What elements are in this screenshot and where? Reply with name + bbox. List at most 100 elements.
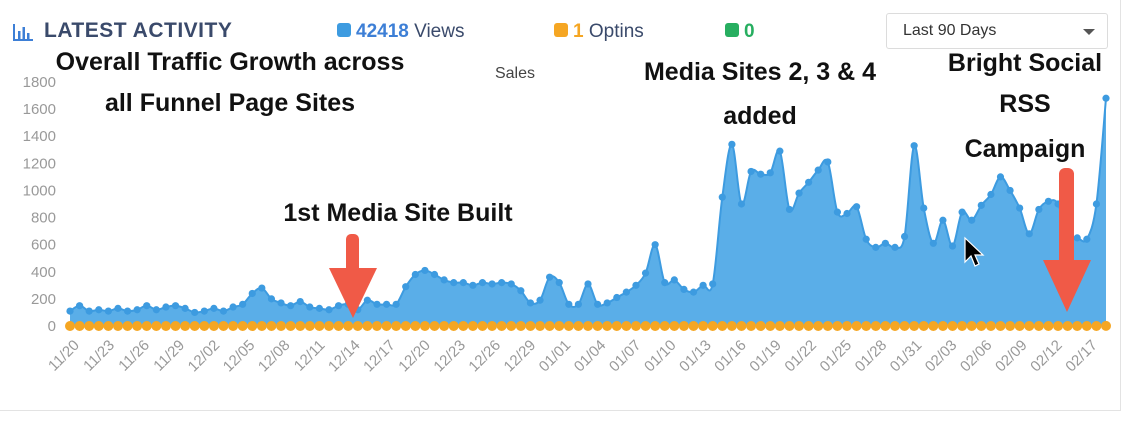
views-point	[680, 285, 688, 293]
optins-point	[544, 321, 555, 331]
views-point	[747, 167, 755, 176]
x-tick-label: 01/28	[852, 337, 891, 376]
views-point	[219, 307, 228, 315]
views-point	[373, 300, 381, 308]
x-tick-label: 01/16	[711, 337, 750, 376]
optins-point	[1024, 321, 1035, 331]
optins-point	[467, 321, 478, 331]
views-point	[622, 288, 630, 296]
views-point	[440, 276, 448, 284]
optins-point	[515, 321, 526, 331]
annotation-bright-line3: Campaign	[965, 135, 1086, 163]
views-point	[1073, 234, 1081, 242]
chevron-down-icon	[1083, 29, 1095, 35]
optins-point	[957, 321, 968, 331]
views-point	[152, 306, 160, 314]
views-point	[709, 280, 717, 288]
x-tick-label: 11/20	[45, 337, 83, 375]
views-point	[872, 243, 880, 251]
card-title: LATEST ACTIVITY	[44, 19, 233, 42]
optins-point	[1043, 321, 1054, 331]
x-tick-label: 12/14	[325, 337, 364, 376]
x-tick-label: 11/26	[115, 337, 153, 375]
optins-point	[554, 321, 565, 331]
optins-point	[832, 321, 843, 331]
optins-dot-icon	[554, 23, 568, 37]
optins-point	[1081, 321, 1092, 331]
views-point	[574, 300, 583, 308]
optins-point	[842, 321, 852, 331]
x-tick-label: 01/13	[676, 337, 715, 376]
optins-point	[630, 321, 641, 331]
views-point	[1006, 186, 1014, 195]
annotation-overall-line2: all Funnel Page Sites	[105, 89, 355, 117]
optins-point	[746, 321, 757, 331]
x-tick-label: 12/05	[220, 337, 259, 376]
optins-point	[611, 321, 622, 331]
views-point	[507, 280, 515, 288]
views-point	[785, 205, 794, 214]
optins-point	[295, 321, 306, 331]
third-dot-icon	[725, 23, 739, 37]
optins-point	[381, 321, 392, 331]
views-point	[66, 307, 74, 315]
x-tick-label: 01/10	[641, 337, 680, 376]
views-point	[881, 239, 889, 247]
optins-point	[189, 321, 200, 331]
optins-point	[93, 321, 104, 331]
views-point	[162, 303, 170, 311]
views-point	[382, 300, 391, 308]
optins-point	[966, 321, 977, 331]
views-point	[411, 270, 419, 279]
optins-point	[659, 321, 670, 331]
views-point	[229, 303, 237, 311]
y-tick-label: 400	[31, 264, 56, 281]
optins-point	[448, 321, 459, 331]
views-point	[776, 147, 784, 155]
views-point	[718, 193, 726, 201]
optins-point	[736, 321, 747, 331]
card-header: LATEST ACTIVITY 42418 Views 1 Optins 0 L…	[0, 0, 1120, 58]
x-tick-label: 01/25	[817, 337, 856, 376]
optins-point	[343, 321, 354, 331]
y-tick-label: 1600	[23, 101, 56, 118]
views-point	[670, 276, 678, 284]
annotation-media-line2: added	[723, 102, 797, 130]
views-dot-icon	[337, 23, 351, 37]
x-tick-label: 12/23	[430, 337, 469, 376]
optins-point	[65, 321, 75, 331]
views-point	[239, 300, 247, 308]
views-point	[104, 307, 112, 315]
optins-point	[103, 321, 114, 331]
views-point	[75, 302, 84, 310]
views-point	[689, 288, 698, 296]
optins-point	[160, 321, 171, 331]
optins-point	[1053, 321, 1064, 331]
views-point	[843, 209, 851, 218]
y-tick-label: 1800	[23, 74, 56, 91]
x-tick-label: 12/26	[465, 337, 504, 376]
optins-point	[851, 321, 862, 331]
annotation-bright-line2: RSS	[999, 90, 1050, 118]
views-point	[1016, 204, 1024, 212]
optins-point	[410, 321, 421, 331]
optins-point	[132, 321, 143, 331]
views-point	[852, 203, 861, 211]
optins-point	[141, 321, 152, 331]
views-point	[929, 239, 937, 247]
optins-point	[688, 321, 699, 331]
date-range-select[interactable]: Last 90 Days	[886, 13, 1108, 49]
views-point	[900, 232, 909, 241]
optins-point	[419, 321, 430, 331]
bar-chart-icon	[13, 24, 33, 41]
optins-point	[602, 321, 613, 331]
x-tick-label: 02/09	[992, 337, 1031, 376]
views-area	[70, 98, 1106, 327]
optins-point	[861, 321, 872, 331]
activity-card: LATEST ACTIVITY 42418 Views 1 Optins 0 L…	[0, 0, 1121, 411]
x-tick-label: 11/23	[80, 337, 118, 375]
views-point	[603, 299, 611, 307]
views-point	[1025, 230, 1033, 238]
optins-point	[304, 321, 315, 331]
